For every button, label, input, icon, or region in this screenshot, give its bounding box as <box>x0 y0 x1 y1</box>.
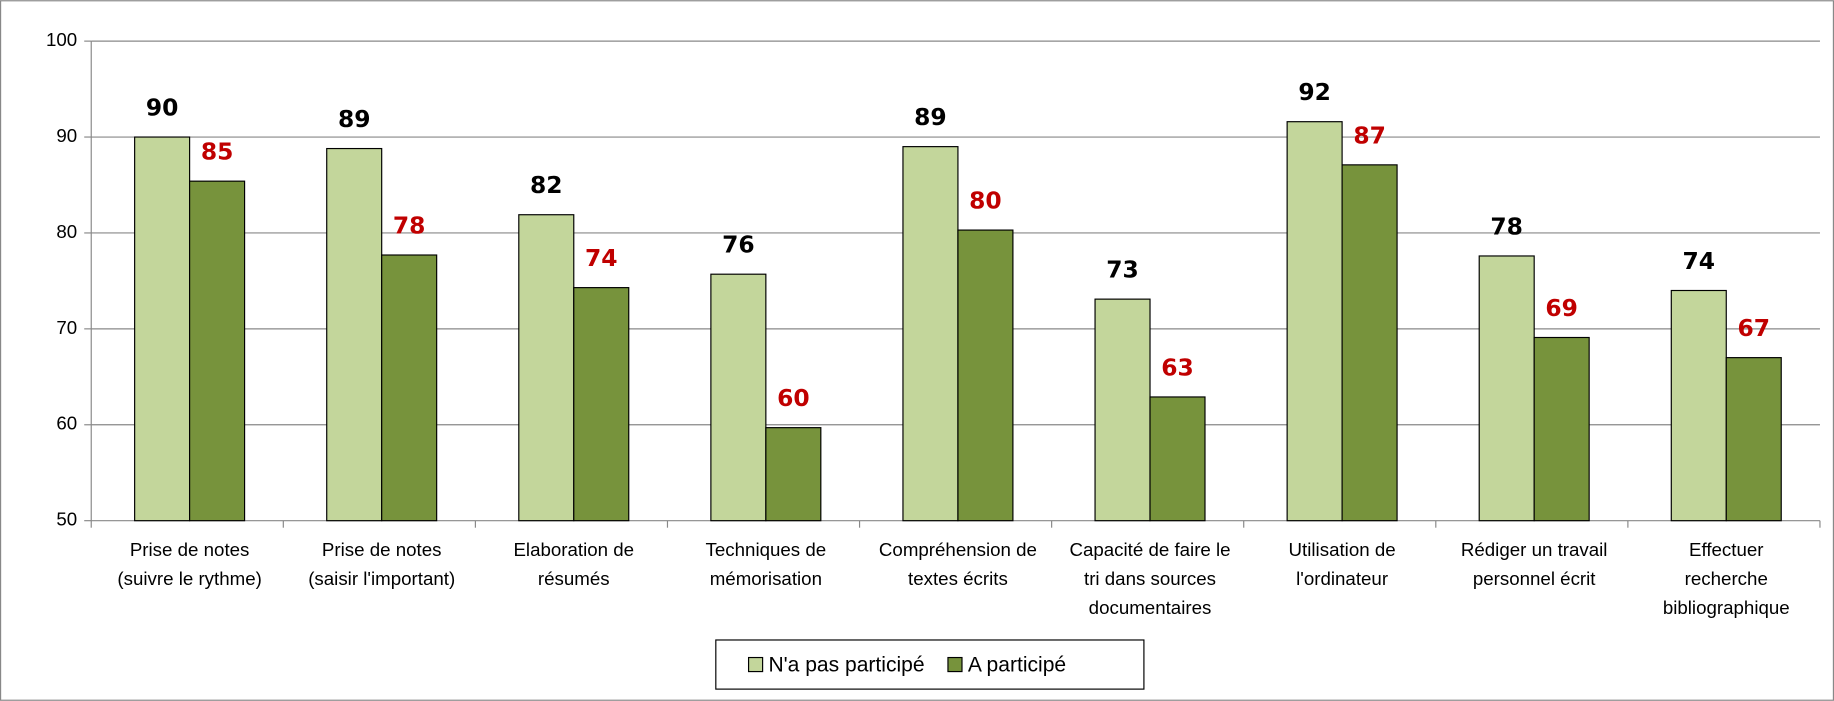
value-label: 78 <box>393 211 426 239</box>
x-tick-label: Capacité de faire le tri dans sources docu… <box>1069 539 1230 618</box>
value-label: 69 <box>1545 294 1578 322</box>
bar <box>902 146 959 522</box>
y-tick-label: 90 <box>56 125 77 146</box>
value-label: 74 <box>1683 247 1716 275</box>
value-label: 87 <box>1353 121 1386 149</box>
x-tick-label: Prise de notes (saisir l'important) <box>308 539 455 589</box>
bar <box>1094 298 1151 522</box>
legend-label: A participé <box>968 653 1066 676</box>
y-tick-label: 50 <box>56 509 77 530</box>
value-label: 73 <box>1106 256 1139 284</box>
legend-box <box>715 639 1145 690</box>
legend-swatch <box>947 656 963 673</box>
bar <box>189 180 246 522</box>
y-tick-label: 100 <box>46 29 77 50</box>
bar <box>710 273 767 522</box>
value-label: 89 <box>338 105 371 133</box>
value-label: 67 <box>1737 314 1770 342</box>
bar <box>1149 396 1206 522</box>
bar <box>957 229 1014 522</box>
y-tick-label: 70 <box>56 317 77 338</box>
value-label: 80 <box>969 187 1002 215</box>
x-tick-label: Prise de notes (suivre le rythme) <box>117 539 261 589</box>
bar <box>326 147 383 522</box>
value-label: 60 <box>777 384 810 412</box>
bar <box>1478 255 1535 522</box>
y-tick-label: 60 <box>56 413 77 434</box>
value-label: 90 <box>146 93 179 121</box>
bar <box>573 287 630 522</box>
bar <box>518 214 575 522</box>
value-label: 63 <box>1161 353 1194 381</box>
value-label: 78 <box>1490 212 1523 240</box>
legend-label: N'a pas participé <box>768 653 924 676</box>
x-tick-label: Elaboration de résumés <box>513 539 634 589</box>
value-label: 85 <box>201 138 234 166</box>
legend-swatch <box>747 656 764 673</box>
value-label: 89 <box>914 103 947 131</box>
bar <box>1341 164 1398 522</box>
bar <box>134 136 191 522</box>
value-label: 76 <box>722 231 755 259</box>
bar <box>1286 121 1343 522</box>
bar <box>1670 289 1727 522</box>
bar <box>1725 357 1782 522</box>
x-tick-label: Utilisation de l'ordinateur <box>1289 539 1396 589</box>
bar <box>1533 336 1590 522</box>
value-label: 82 <box>530 171 563 199</box>
bar <box>765 427 822 522</box>
x-tick-label: Rédiger un travail personnel écrit <box>1461 539 1608 589</box>
value-label: 92 <box>1298 78 1331 106</box>
y-tick-label: 80 <box>56 221 77 242</box>
x-tick-label: Effectuer recherche bibliographique <box>1663 539 1790 618</box>
x-tick-label: Compréhension de textes écrits <box>879 539 1037 589</box>
x-tick-label: Techniques de mémorisation <box>706 539 827 589</box>
bar <box>381 254 438 522</box>
value-label: 74 <box>585 244 618 272</box>
